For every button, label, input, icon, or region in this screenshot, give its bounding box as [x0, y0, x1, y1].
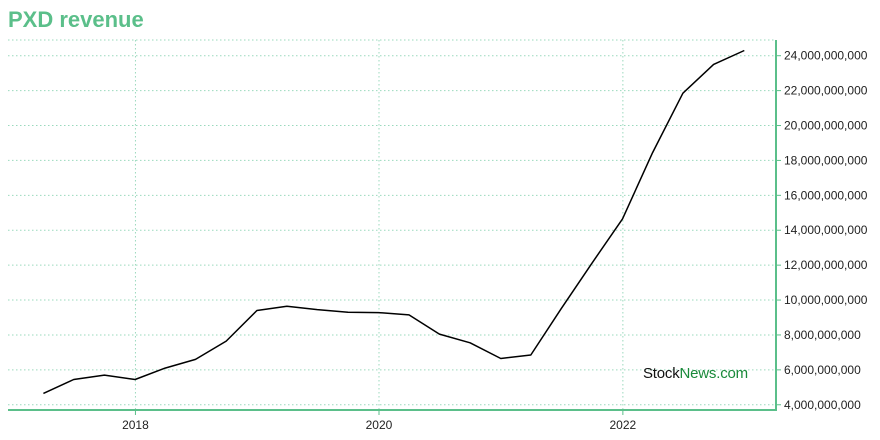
y-tick-label: 22,000,000,000: [784, 84, 868, 98]
y-tick-label: 12,000,000,000: [784, 258, 868, 272]
grid-lines: [8, 39, 776, 410]
y-tick-label: 14,000,000,000: [784, 223, 868, 237]
y-tick-label: 18,000,000,000: [784, 153, 868, 167]
y-tick-label: 4,000,000,000: [784, 398, 861, 412]
y-tick-label: 10,000,000,000: [784, 293, 868, 307]
x-tick-label: 2018: [122, 418, 149, 432]
tick-labels: 4,000,000,000 6,000,000,000 8,000,000,000 1…: [122, 49, 868, 432]
y-tick-label: 16,000,000,000: [784, 188, 868, 202]
y-tick-label: 8,000,000,000: [784, 328, 861, 342]
series-layer: [43, 49, 745, 395]
x-tick-label: 2022: [610, 418, 637, 432]
watermark-part-news: News.com: [679, 365, 749, 382]
axes: [8, 40, 781, 415]
watermark-part-stock: Stock: [643, 365, 680, 382]
y-tick-label: 20,000,000,000: [784, 119, 868, 133]
stocknews-watermark: StockNews.com: [643, 365, 748, 382]
x-tick-label: 2020: [366, 418, 393, 432]
revenue-series-line: [43, 49, 745, 395]
y-tick-label: 24,000,000,000: [784, 49, 868, 63]
chart-title: PXD revenue: [8, 7, 144, 32]
y-tick-label: 6,000,000,000: [784, 363, 861, 377]
